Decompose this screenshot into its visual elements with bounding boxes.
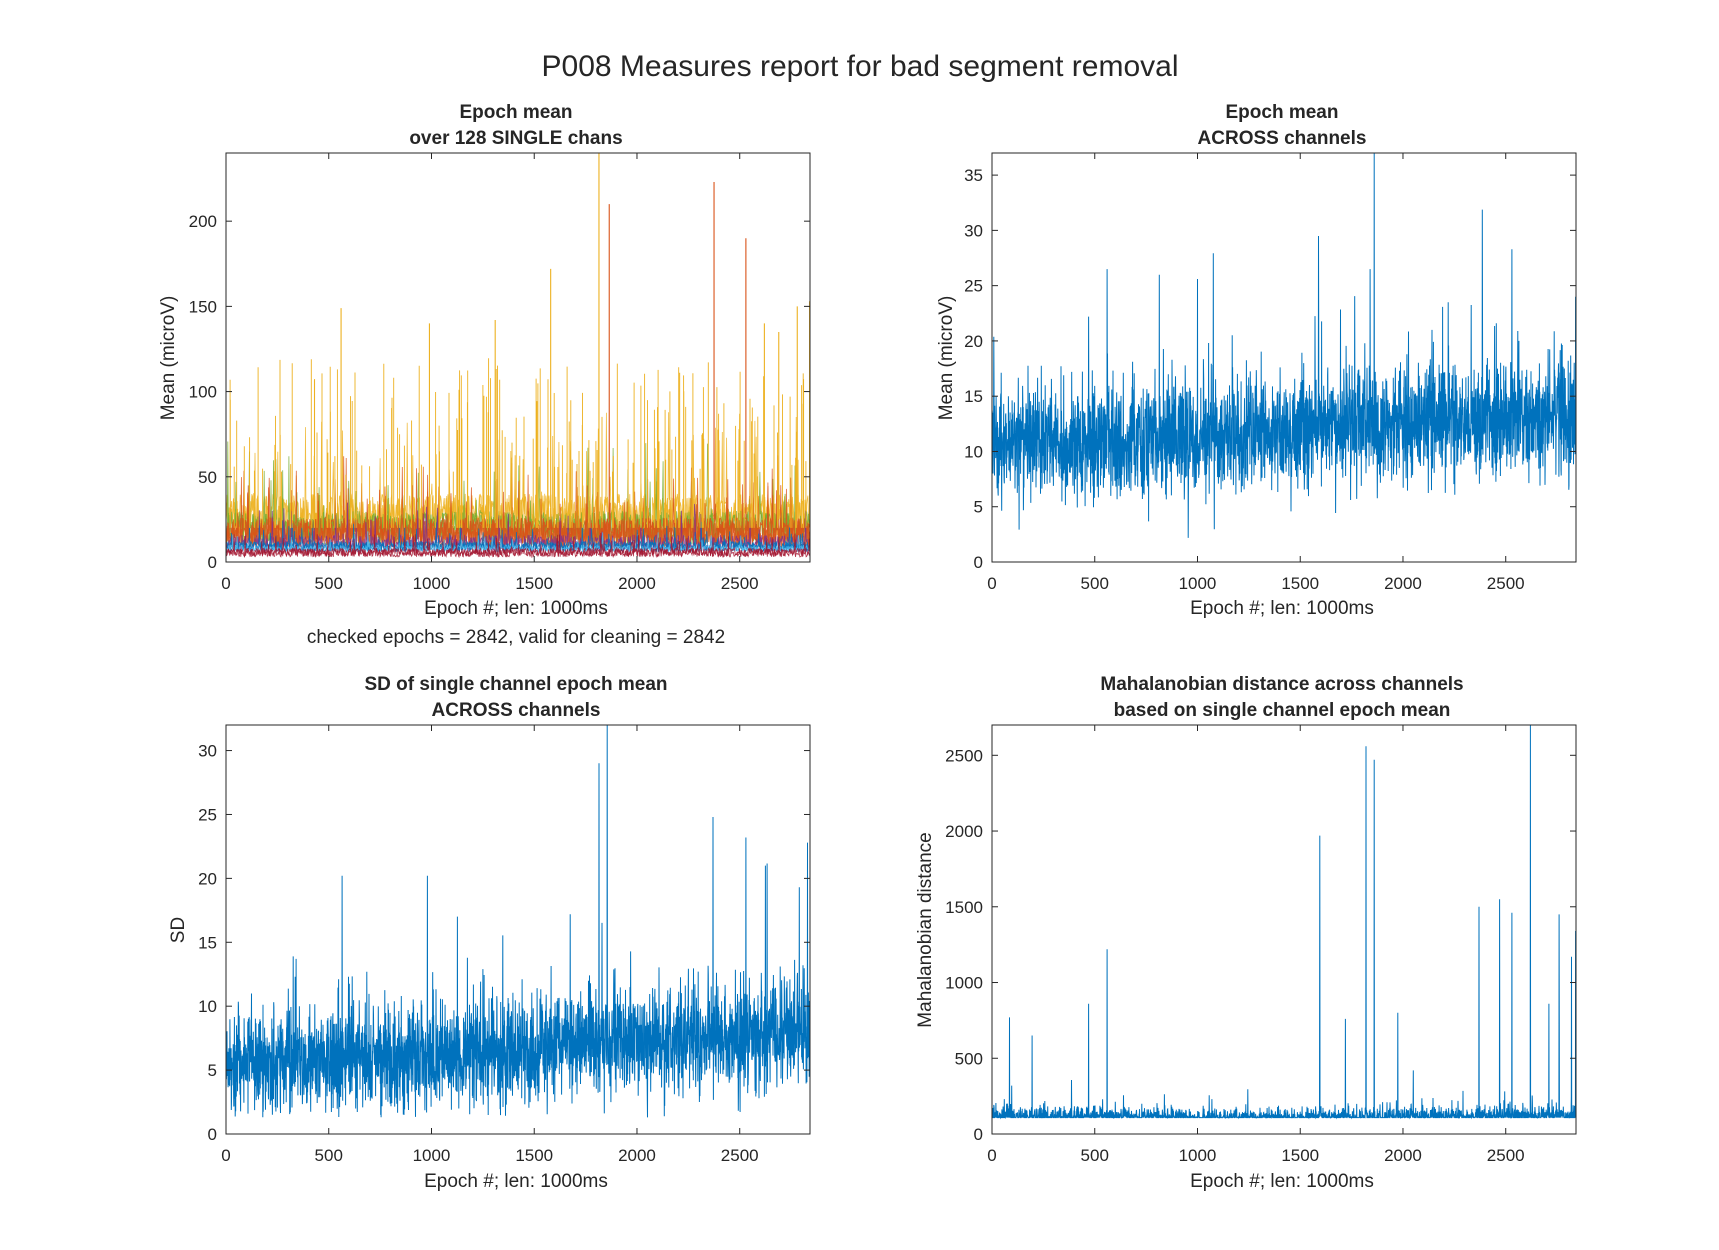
y-tick-label: 0 xyxy=(974,553,983,572)
y-tick-label: 25 xyxy=(964,277,983,296)
axes-box xyxy=(225,724,811,1135)
x-tick-label: 2000 xyxy=(618,574,656,593)
series-line xyxy=(992,725,1576,1120)
x-tick-label: 2500 xyxy=(1487,574,1525,593)
x-tick-label: 1000 xyxy=(413,1146,451,1165)
y-tick-label: 15 xyxy=(198,933,217,952)
panel-title-line2: over 128 SINGLE chans xyxy=(409,128,622,149)
y-tick-label: 2000 xyxy=(945,822,983,841)
y-tick-label: 0 xyxy=(974,1125,983,1144)
cleaning-note: checked epochs = 2842, valid for cleanin… xyxy=(307,627,725,648)
y-axis-label: Mean (microV) xyxy=(936,296,957,421)
axes-background xyxy=(226,153,810,562)
panel-title-line2: ACROSS channels xyxy=(1198,128,1367,149)
axes-box xyxy=(225,152,811,563)
y-tick-label: 10 xyxy=(964,442,983,461)
x-tick-label: 2000 xyxy=(1384,574,1422,593)
y-axis-label: Mahalanobian distance xyxy=(915,832,936,1027)
axes-box xyxy=(991,724,1577,1135)
y-tick-label: 100 xyxy=(189,383,217,402)
panel-epoch-mean-across-channels: Epoch mean ACROSS channels 0 500 1000 1500 2… xyxy=(936,102,1577,619)
y-axis-label: SD xyxy=(168,917,189,943)
plot-area: 0 500 1000 1500 2000 2500 0 5 10 15 20 25 30 35 xyxy=(964,152,1577,593)
x-tick-label: 0 xyxy=(221,574,230,593)
x-axis-label: Epoch #; len: 1000ms xyxy=(1190,1171,1374,1192)
panel-title-line1: Epoch mean xyxy=(1226,102,1339,123)
channel-line xyxy=(226,456,810,550)
plot-area: 0 500 1000 1500 2000 2500 0 5 10 15 20 25 30 xyxy=(198,724,811,1165)
x-tick-label: 1500 xyxy=(1281,574,1319,593)
x-tick-label: 0 xyxy=(987,1146,996,1165)
y-tick-label: 2500 xyxy=(945,746,983,765)
y-tick-label: 5 xyxy=(208,1061,217,1080)
axes-background xyxy=(992,153,1576,562)
x-tick-label: 1000 xyxy=(413,574,451,593)
spike-line xyxy=(229,358,807,528)
panel-mahalanobian-distance: Mahalanobian distance across channels ba… xyxy=(915,674,1577,1192)
x-tick-label: 1500 xyxy=(515,1146,553,1165)
x-axis-label: Epoch #; len: 1000ms xyxy=(1190,598,1374,619)
x-tick-label: 1500 xyxy=(1281,1146,1319,1165)
plot-area: 0 500 1000 1500 2000 2500 0 50 100 150 200 xyxy=(189,152,811,593)
y-tick-label: 10 xyxy=(198,997,217,1016)
x-tick-label: 2500 xyxy=(721,574,759,593)
y-tick-label: 30 xyxy=(198,742,217,761)
y-tick-label: 50 xyxy=(198,468,217,487)
x-tick-label: 500 xyxy=(315,574,343,593)
series-group xyxy=(992,725,1576,1120)
y-tick-label: 1000 xyxy=(945,974,983,993)
figure-title: P008 Measures report for bad segment rem… xyxy=(542,50,1179,83)
x-tick-label: 2500 xyxy=(1487,1146,1525,1165)
series-line xyxy=(226,725,810,1118)
y-tick-label: 15 xyxy=(964,387,983,406)
x-tick-label: 1000 xyxy=(1179,574,1217,593)
plot-area: 0 500 1000 1500 2000 2500 0 500 1000 1500 2000 2500 xyxy=(945,724,1577,1165)
panel-title-line1: Mahalanobian distance across channels xyxy=(1100,674,1463,695)
series-group xyxy=(226,725,810,1118)
x-tick-label: 1000 xyxy=(1179,1146,1217,1165)
axes-background xyxy=(992,725,1576,1134)
x-tick-label: 1500 xyxy=(515,574,553,593)
y-tick-label: 20 xyxy=(198,869,217,888)
series-line xyxy=(992,153,1576,538)
x-tick-label: 500 xyxy=(1081,1146,1109,1165)
y-tick-label: 5 xyxy=(974,498,983,517)
panel-title-line2: based on single channel epoch mean xyxy=(1114,700,1451,721)
y-tick-label: 30 xyxy=(964,221,983,240)
panel-title-line1: SD of single channel epoch mean xyxy=(364,674,667,695)
x-axis-label: Epoch #; len: 1000ms xyxy=(424,598,608,619)
y-tick-label: 25 xyxy=(198,805,217,824)
panel-title-line1: Epoch mean xyxy=(460,102,573,123)
x-tick-label: 2000 xyxy=(1384,1146,1422,1165)
panel-sd-across-channels: SD of single channel epoch mean ACROSS c… xyxy=(168,674,811,1192)
panel-title-line2: ACROSS channels xyxy=(432,700,601,721)
y-tick-label: 150 xyxy=(189,297,217,316)
y-tick-label: 1500 xyxy=(945,898,983,917)
y-tick-label: 0 xyxy=(208,553,217,572)
x-tick-label: 2500 xyxy=(721,1146,759,1165)
series-group xyxy=(226,153,810,559)
x-tick-label: 2000 xyxy=(618,1146,656,1165)
y-tick-label: 500 xyxy=(955,1049,983,1068)
channel-line xyxy=(226,533,810,559)
y-axis-label: Mean (microV) xyxy=(158,296,179,421)
y-tick-label: 35 xyxy=(964,166,983,185)
panel-epoch-mean-single-chans: Epoch mean over 128 SINGLE chans 0 500 100… xyxy=(158,102,811,648)
x-tick-label: 0 xyxy=(221,1146,230,1165)
x-tick-label: 500 xyxy=(1081,574,1109,593)
y-tick-label: 0 xyxy=(208,1125,217,1144)
axes-box xyxy=(991,152,1577,563)
y-tick-label: 20 xyxy=(964,332,983,351)
y-tick-label: 200 xyxy=(189,212,217,231)
x-tick-label: 0 xyxy=(987,574,996,593)
series-group xyxy=(992,153,1576,538)
x-axis-label: Epoch #; len: 1000ms xyxy=(424,1171,608,1192)
x-tick-label: 500 xyxy=(315,1146,343,1165)
